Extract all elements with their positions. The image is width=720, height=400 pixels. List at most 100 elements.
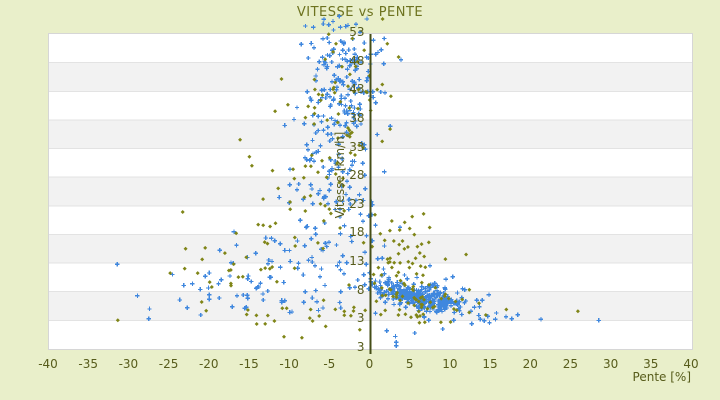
data-point-plus [353, 22, 359, 27]
data-point-plus [339, 102, 344, 107]
data-point-diamond [412, 232, 417, 237]
data-point-plus [337, 52, 342, 57]
data-point-plus [202, 273, 208, 279]
data-point-plus [311, 24, 316, 30]
data-point-plus [359, 141, 364, 146]
data-point-diamond [195, 271, 200, 276]
data-point-diamond [316, 170, 320, 175]
data-point-plus [478, 316, 483, 322]
x-axis-tick-label: 30 [602, 357, 619, 371]
data-point-diamond [199, 300, 204, 304]
data-point-diamond [402, 246, 407, 251]
data-point-plus [310, 259, 315, 265]
data-point-diamond [448, 320, 453, 324]
data-point-diamond [316, 92, 321, 97]
data-point-plus [443, 276, 449, 282]
data-point-diamond [168, 271, 173, 276]
data-point-plus [381, 266, 386, 272]
data-point-plus [309, 255, 315, 260]
data-point-plus [385, 296, 391, 301]
y-axis-tick-label: 38 [349, 110, 365, 125]
data-point-plus [442, 285, 448, 290]
data-point-plus [324, 244, 329, 249]
data-point-diamond [396, 55, 401, 59]
data-point-plus [402, 272, 407, 278]
data-point-plus [228, 260, 234, 265]
data-point-plus [332, 73, 337, 78]
data-point-plus [329, 167, 334, 173]
data-point-plus [282, 248, 287, 253]
data-point-diamond [379, 285, 384, 290]
data-point-diamond [385, 257, 390, 262]
data-point-diamond [234, 231, 239, 236]
data-point-diamond [361, 145, 366, 150]
data-point-diamond [307, 316, 312, 321]
x-axis-title: Pente [%] [632, 370, 691, 384]
data-point-plus [338, 77, 343, 83]
data-point-plus [177, 297, 182, 303]
data-point-plus [304, 142, 309, 147]
data-point-diamond [464, 252, 469, 257]
data-point-diamond [396, 313, 401, 317]
data-point-diamond [356, 106, 360, 111]
data-point-diamond [312, 111, 317, 116]
data-point-plus [596, 318, 601, 323]
data-point-diamond [303, 164, 308, 169]
data-point-diamond [402, 281, 406, 286]
data-point-plus [313, 73, 319, 79]
data-point-plus [436, 298, 441, 304]
data-point-plus [313, 226, 318, 231]
data-point-plus [265, 261, 271, 266]
data-point-plus [325, 201, 331, 206]
data-point-diamond [254, 322, 259, 326]
data-point-plus [405, 286, 411, 292]
data-point-plus [357, 192, 362, 197]
data-point-diamond [451, 307, 456, 311]
data-point-plus [357, 30, 363, 35]
data-point-plus [341, 271, 347, 276]
data-point-diamond [258, 267, 263, 272]
data-point-plus [358, 89, 364, 95]
data-point-diamond [238, 137, 243, 142]
data-point-plus [371, 37, 376, 43]
data-point-plus [353, 198, 359, 203]
data-point-diamond [222, 251, 227, 256]
data-point-plus [319, 87, 324, 93]
data-point-plus [391, 302, 397, 307]
data-point-plus [301, 121, 307, 126]
data-point-plus [386, 292, 391, 297]
data-point-plus [538, 317, 544, 322]
data-point-diamond [387, 228, 392, 233]
data-point-plus [336, 151, 342, 157]
data-point-plus [396, 283, 402, 288]
data-point-diamond [388, 287, 393, 292]
data-point-plus [345, 23, 351, 28]
data-point-plus [324, 35, 330, 41]
plot-area [48, 14, 693, 354]
data-point-diamond [333, 307, 338, 312]
data-point-diamond [385, 41, 390, 46]
data-point-diamond [453, 299, 458, 304]
data-point-diamond [422, 254, 427, 259]
data-point-diamond [320, 158, 324, 163]
data-point-plus [330, 19, 336, 24]
data-point-plus [349, 162, 355, 168]
data-point-plus [313, 130, 318, 136]
data-point-plus [472, 305, 477, 310]
data-point-diamond [357, 143, 362, 148]
data-point-plus [435, 302, 441, 307]
data-point-plus [385, 279, 391, 284]
data-point-plus [314, 150, 319, 155]
data-point-diamond [415, 244, 420, 249]
data-point-plus [322, 283, 328, 288]
data-point-diamond [351, 305, 356, 310]
data-point-plus [316, 308, 321, 313]
data-point-diamond [348, 131, 353, 136]
data-point-plus [377, 287, 382, 293]
data-point-plus [321, 128, 326, 133]
data-point-plus [357, 102, 362, 107]
data-point-diamond [575, 309, 580, 314]
data-point-plus [217, 248, 222, 253]
data-point-diamond [292, 235, 297, 240]
data-point-diamond [306, 104, 311, 109]
